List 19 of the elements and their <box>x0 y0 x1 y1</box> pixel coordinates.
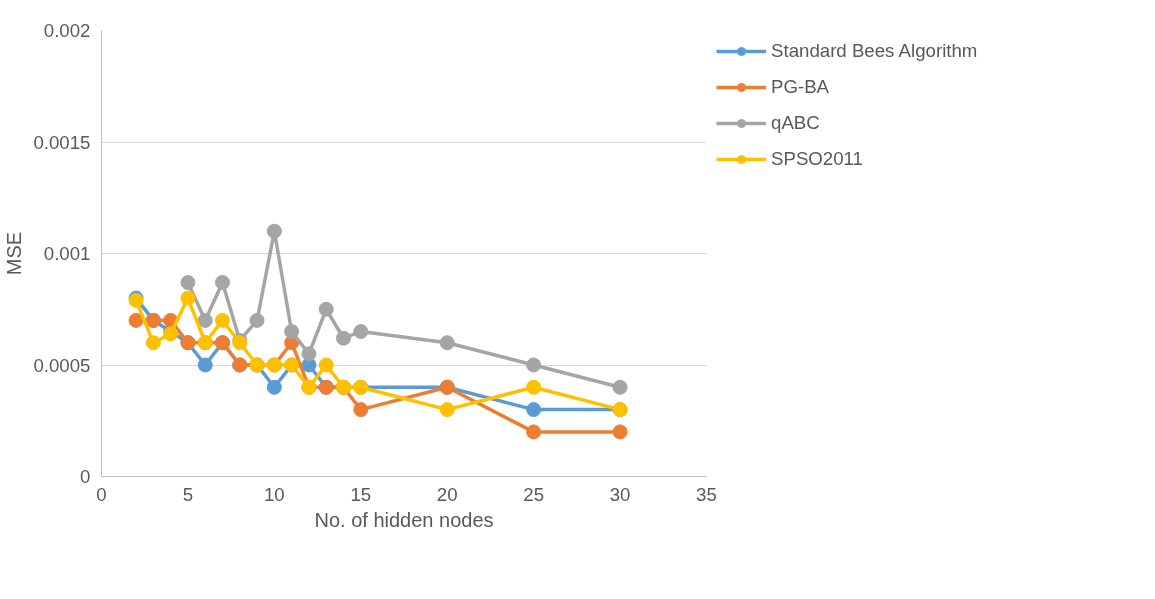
legend-label: qABC <box>771 112 820 134</box>
y-tick-label: 0.0015 <box>33 131 91 153</box>
x-tick-label: 20 <box>436 483 458 505</box>
legend-label: Standard Bees Algorithm <box>771 40 978 62</box>
y-axis-title: MSE <box>3 231 26 276</box>
y-tick-label: 0 <box>80 466 91 487</box>
x-tick-label: 5 <box>182 483 194 505</box>
x-tick-label: 0 <box>96 483 107 505</box>
y-tick-label: 0.0005 <box>33 354 91 376</box>
y-tick-label: 0.002 <box>43 20 91 41</box>
legend-label: PG-BA <box>771 76 830 98</box>
legend-label: SPSO2011 <box>771 148 863 170</box>
x-tick-label: 30 <box>609 483 631 505</box>
y-tick-label: 0.001 <box>43 243 91 264</box>
x-axis-title: No. of hidden nodes <box>314 508 494 531</box>
x-tick-label: 25 <box>523 483 545 505</box>
x-tick-label: 35 <box>696 483 717 505</box>
x-tick-label: 15 <box>350 483 372 505</box>
x-tick-label: 10 <box>263 483 285 505</box>
